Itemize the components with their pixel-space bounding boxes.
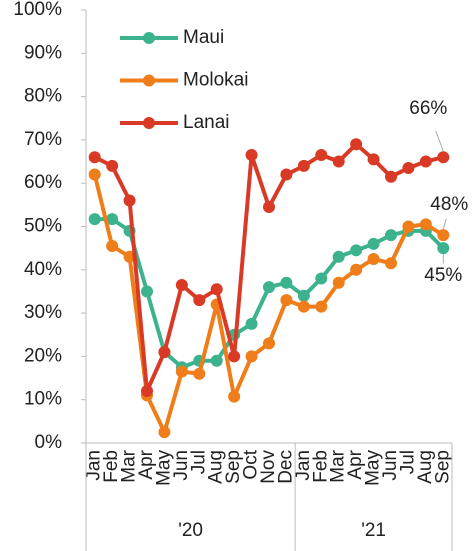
point (350, 244, 363, 257)
y-tick-label: 100% (13, 0, 62, 20)
leader-line (435, 130, 444, 152)
point (350, 138, 363, 151)
group-label: '20 (178, 520, 203, 541)
point (315, 300, 328, 313)
x-tick-label: Jun (380, 450, 401, 481)
y-tick-label: 30% (24, 302, 62, 323)
legend-label: Lanai (183, 112, 230, 133)
x-tick-label: Nov (258, 450, 279, 484)
x-tick-label: Jan (293, 450, 314, 481)
point (315, 149, 328, 162)
y-tick-label: 80% (24, 86, 62, 107)
group-label: '21 (361, 520, 386, 541)
point (106, 213, 119, 226)
point (419, 155, 432, 168)
point (402, 220, 415, 233)
point (350, 263, 363, 276)
y-tick-label: 70% (24, 129, 62, 150)
point (123, 194, 136, 207)
y-tick-label: 60% (24, 172, 62, 193)
x-tick-label: Jul (397, 450, 418, 474)
point (193, 294, 206, 307)
point (263, 201, 275, 214)
point (280, 276, 293, 289)
point (141, 285, 153, 298)
point (228, 390, 241, 403)
legend-marker (143, 117, 155, 129)
point (385, 170, 397, 183)
point (193, 367, 206, 380)
point (263, 337, 275, 350)
point (88, 213, 101, 226)
point (158, 426, 171, 439)
point (158, 346, 171, 359)
point (297, 159, 310, 172)
point (367, 153, 380, 166)
y-tick-label: 40% (24, 259, 62, 280)
point (245, 350, 258, 363)
point (402, 162, 415, 175)
point (297, 289, 310, 302)
point (437, 242, 450, 255)
x-tick-label: Jul (188, 450, 209, 474)
x-tick-label: May (363, 450, 384, 486)
legend-marker (143, 32, 155, 44)
point (297, 300, 310, 313)
point (210, 283, 223, 296)
x-tick-label: Mar (119, 449, 140, 482)
point (385, 257, 397, 270)
point (141, 385, 153, 398)
point (332, 276, 345, 289)
point (245, 317, 258, 330)
value-label: 66% (409, 98, 447, 119)
point (245, 149, 258, 162)
point (106, 239, 119, 252)
y-tick-label: 20% (24, 345, 62, 366)
x-tick-label: Aug (206, 450, 227, 484)
x-tick-label: Apr (136, 449, 157, 479)
x-tick-label: Feb (101, 450, 122, 483)
legend-label: Molokai (183, 70, 248, 91)
x-tick-label: Sep (432, 450, 453, 484)
point (419, 218, 432, 231)
point (315, 272, 328, 285)
x-tick-label: May (153, 450, 174, 486)
y-tick-label: 0% (35, 432, 63, 453)
point (332, 155, 345, 168)
x-tick-label: Dec (275, 450, 296, 484)
point (437, 229, 450, 242)
x-tick-label: Jun (171, 450, 192, 481)
point (228, 350, 241, 363)
point (88, 168, 101, 181)
x-tick-label: Sep (223, 450, 244, 484)
leader-line (442, 218, 447, 230)
point (385, 229, 397, 242)
y-tick-label: 10% (24, 389, 62, 410)
point (210, 354, 223, 367)
point (280, 294, 293, 307)
point (367, 237, 380, 250)
y-tick-label: 90% (24, 42, 62, 63)
x-tick-label: Feb (310, 450, 331, 483)
x-tick-label: Jan (84, 450, 105, 481)
point (437, 151, 450, 164)
x-tick-label: Oct (241, 449, 262, 479)
x-tick-label: Aug (415, 450, 436, 484)
legend-marker (143, 74, 155, 87)
point (175, 278, 188, 291)
legend-label: Maui (183, 27, 224, 48)
point (280, 168, 293, 181)
x-tick-label: Mar (328, 449, 349, 482)
value-label: 45% (424, 265, 462, 286)
point (332, 250, 345, 263)
x-tick-label: Apr (345, 449, 366, 479)
value-label: 48% (430, 194, 468, 215)
point (175, 365, 188, 378)
point (106, 159, 119, 172)
point (263, 281, 275, 294)
y-tick-label: 50% (24, 216, 62, 237)
point (367, 252, 380, 265)
point (88, 151, 101, 164)
